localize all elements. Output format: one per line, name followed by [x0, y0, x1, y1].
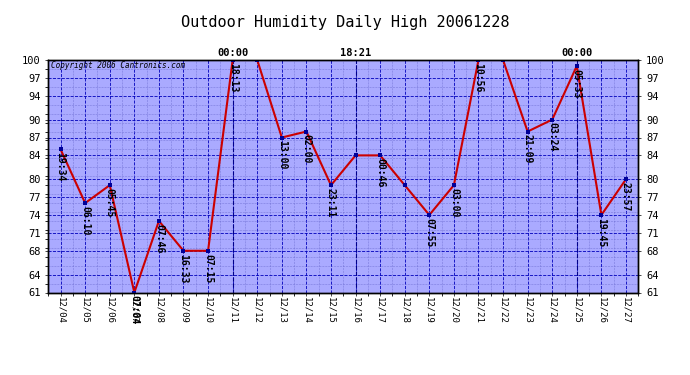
Text: 05:45: 05:45: [105, 188, 115, 218]
Point: [276, 135, 287, 141]
Text: Copyright 2006 Cantronics.com: Copyright 2006 Cantronics.com: [51, 61, 186, 70]
Point: [620, 176, 631, 182]
Text: 23:11: 23:11: [326, 188, 336, 218]
Point: [424, 212, 435, 218]
Text: 05:33: 05:33: [572, 69, 582, 98]
Point: [497, 57, 509, 63]
Point: [522, 129, 533, 135]
Text: 23:57: 23:57: [621, 182, 631, 212]
Text: 07:04: 07:04: [129, 295, 139, 325]
Text: 18:21: 18:21: [340, 48, 371, 58]
Point: [301, 129, 312, 135]
Point: [252, 57, 263, 63]
Text: 07:55: 07:55: [424, 218, 434, 247]
Point: [448, 182, 460, 188]
Text: 06:10: 06:10: [80, 206, 90, 235]
Point: [546, 117, 558, 123]
Text: 00:00: 00:00: [217, 48, 248, 58]
Text: 21:09: 21:09: [522, 134, 533, 164]
Text: 00:46: 00:46: [375, 158, 385, 188]
Point: [55, 146, 66, 152]
Point: [129, 290, 140, 296]
Point: [104, 182, 115, 188]
Point: [178, 248, 189, 254]
Point: [350, 152, 361, 158]
Point: [153, 218, 164, 224]
Text: 02:00: 02:00: [302, 134, 311, 164]
Text: 03:24: 03:24: [547, 122, 558, 152]
Text: 18:13: 18:13: [228, 63, 237, 92]
Point: [473, 57, 484, 63]
Text: 16:33: 16:33: [179, 254, 188, 283]
Text: 19:45: 19:45: [596, 218, 607, 247]
Text: 13:00: 13:00: [277, 140, 287, 170]
Point: [375, 152, 386, 158]
Text: 07:46: 07:46: [154, 224, 164, 253]
Text: 07:15: 07:15: [203, 254, 213, 283]
Text: 00:00: 00:00: [561, 48, 593, 58]
Point: [571, 63, 582, 69]
Point: [400, 182, 411, 188]
Point: [227, 57, 238, 63]
Text: 03:00: 03:00: [449, 188, 459, 218]
Text: 19:34: 19:34: [56, 152, 66, 182]
Point: [326, 182, 337, 188]
Point: [79, 200, 90, 206]
Point: [596, 212, 607, 218]
Text: Outdoor Humidity Daily High 20061228: Outdoor Humidity Daily High 20061228: [181, 15, 509, 30]
Text: 10:56: 10:56: [473, 63, 484, 92]
Point: [203, 248, 214, 254]
